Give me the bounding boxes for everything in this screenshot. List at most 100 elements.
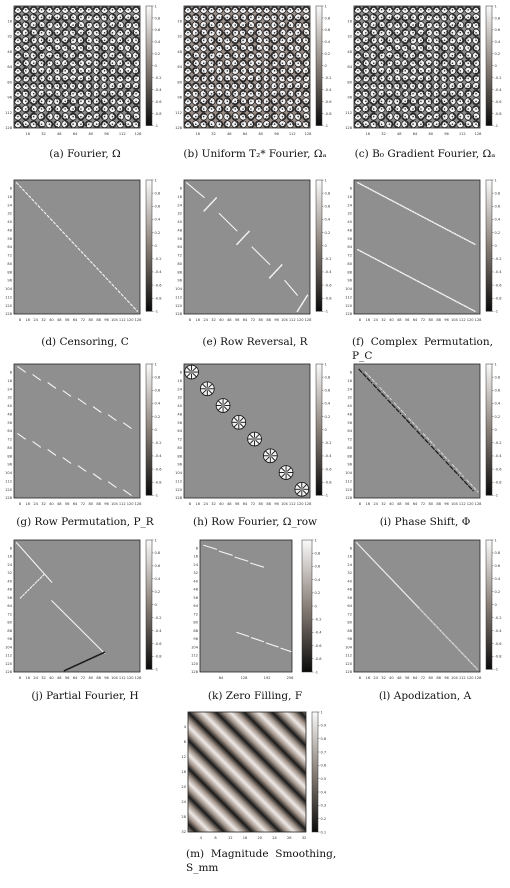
fourier-core — [412, 100, 414, 103]
fourier-core — [202, 123, 205, 125]
fourier-core — [48, 92, 51, 95]
fourier-arc — [38, 82, 45, 88]
fourier-core — [95, 31, 98, 34]
caption-b: (b) Uniform T₂* Fourier, Ωₐ — [183, 148, 327, 160]
fourier-arc — [200, 75, 206, 82]
fourier-core — [297, 115, 299, 118]
fourier-arc — [62, 6, 69, 10]
fourier-arc — [194, 106, 199, 113]
axes-frame — [183, 363, 311, 499]
caption-i: (i) Phase Shift, Φ — [379, 516, 471, 528]
caption-h: (h) Row Fourier, Ω_row — [192, 516, 318, 528]
fourier-core — [187, 70, 189, 72]
fourier-arc — [409, 60, 417, 64]
fourier-arc — [405, 121, 409, 128]
y-tick-label: 8 — [180, 371, 183, 375]
fourier-arc — [418, 76, 425, 82]
y-tick-label: 8 — [180, 187, 183, 191]
y-tick-label: 8 — [10, 546, 13, 550]
x-tick-label: 128 — [305, 132, 313, 136]
axes-frame — [353, 5, 481, 129]
fourier-arc — [78, 44, 85, 50]
fourier-arc — [381, 37, 385, 44]
fourier-arc — [103, 83, 108, 90]
fourier-arc — [287, 67, 292, 74]
fourier-core — [56, 24, 59, 26]
fourier-arc — [101, 67, 108, 72]
fourier-core — [56, 92, 59, 95]
y-tick-label: 64 — [347, 429, 352, 433]
fourier-arc — [241, 106, 247, 113]
colorbar-tick-label: 0.7 — [321, 750, 327, 754]
fourier-arc — [117, 6, 124, 10]
fourier-arc — [95, 52, 100, 59]
fourier-arc — [48, 67, 53, 74]
fourier-arc — [435, 90, 440, 97]
y-tick-label: 96 — [177, 279, 182, 283]
fourier-arc — [378, 29, 385, 35]
fourier-arc — [102, 30, 108, 36]
y-tick-label: 104 — [5, 471, 13, 475]
fourier-arc — [279, 29, 284, 36]
fourier-core — [40, 85, 43, 87]
fourier-core — [95, 47, 98, 49]
fourier-core — [428, 115, 430, 118]
x-tick-label: 56 — [235, 318, 240, 322]
colorbar-tick-label: -1 — [325, 494, 329, 498]
fourier-arc — [271, 6, 278, 10]
fourier-core — [467, 108, 469, 110]
y-tick-label: 32 — [193, 571, 198, 575]
fourier-arc — [22, 6, 29, 10]
fourier-arc — [426, 68, 432, 74]
fourier-core — [297, 70, 299, 72]
fourier-arc — [194, 21, 199, 29]
y-tick-label: 88 — [347, 270, 352, 274]
x-tick-label: 96 — [104, 676, 109, 680]
fourier-arc — [232, 39, 239, 44]
fourier-arc — [225, 82, 231, 89]
fourier-core — [64, 70, 66, 72]
axes-frame — [13, 5, 141, 129]
fourier-arc — [133, 84, 140, 90]
fourier-core — [265, 9, 268, 11]
fourier-core — [210, 115, 213, 118]
y-tick-label: 96 — [193, 637, 198, 641]
fourier-arc — [218, 67, 223, 74]
fourier-arc — [425, 62, 432, 67]
fourier-arc — [200, 121, 207, 126]
colorbar-tick-label: 0 — [495, 244, 498, 248]
fourier-arc — [208, 22, 214, 29]
y-tick-label: 32 — [181, 830, 186, 834]
fourier-core — [467, 92, 469, 95]
fourier-arc — [62, 52, 67, 59]
fourier-core — [25, 108, 27, 110]
fourier-arc — [420, 82, 425, 90]
fourier-arc — [457, 113, 462, 120]
fourier-core — [265, 16, 268, 19]
fourier-core — [80, 92, 82, 95]
fourier-arc — [232, 67, 239, 73]
fourier-arc — [125, 105, 130, 113]
colorbar-tick-label: 0.8 — [495, 551, 501, 555]
fourier-arc — [46, 113, 50, 120]
fourier-core — [135, 54, 137, 57]
colorbar-tick-label: -0.2 — [325, 257, 332, 261]
y-tick-label: 104 — [345, 645, 353, 649]
fourier-arc — [409, 98, 416, 105]
colorbar — [485, 539, 493, 670]
fourier-arc — [362, 75, 369, 80]
fourier-arc — [264, 44, 270, 51]
fourier-arc — [257, 75, 262, 82]
fourier-core — [72, 77, 74, 80]
fourier-core — [32, 31, 35, 34]
fourier-core — [372, 77, 375, 80]
fourier-core — [103, 115, 106, 118]
fourier-core — [443, 100, 446, 103]
fourier-arc — [22, 60, 27, 67]
fourier-arc — [241, 82, 247, 90]
fourier-core — [226, 62, 229, 64]
fourier-arc — [279, 67, 285, 74]
fourier-arc — [457, 52, 464, 56]
fourier-arc — [266, 67, 270, 74]
fourier-core — [226, 70, 229, 72]
